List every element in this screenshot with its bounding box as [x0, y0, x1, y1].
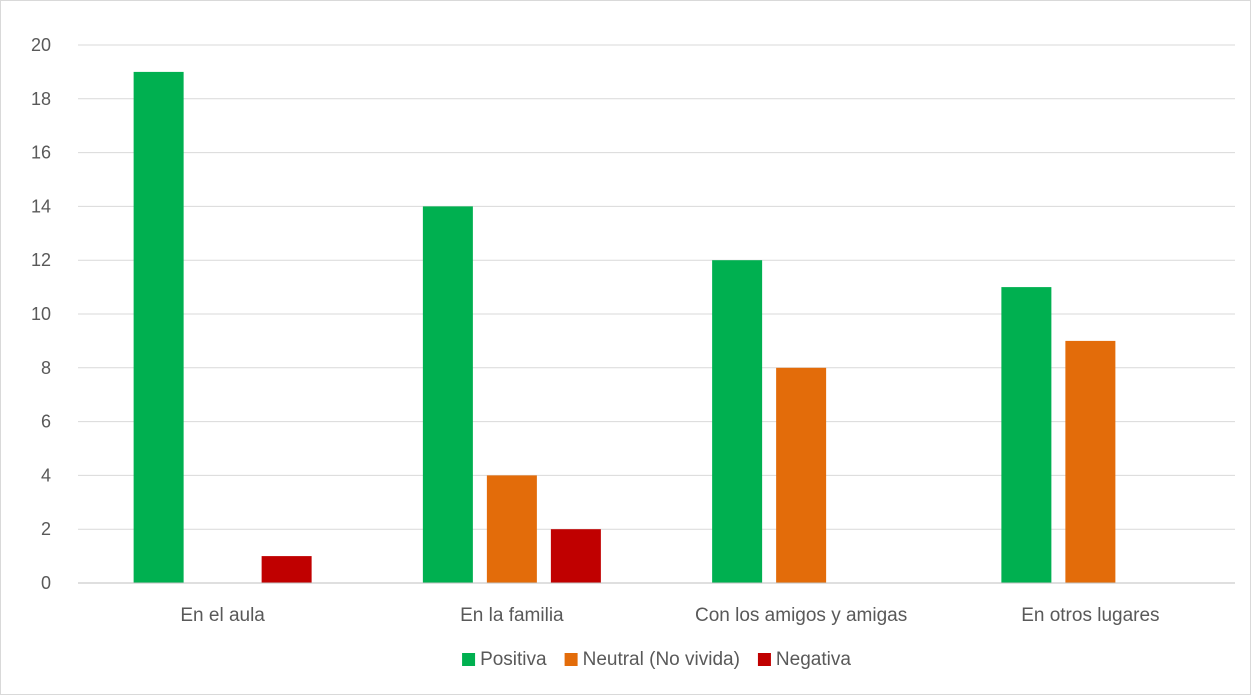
x-category-label: En la familia	[460, 605, 564, 626]
bar-neutral-no-vivida-3	[1065, 340, 1116, 583]
legend-item: Negativa	[757, 649, 851, 670]
y-tick-label: 18	[31, 89, 51, 109]
y-tick-label: 14	[31, 196, 51, 216]
legend-swatch	[462, 653, 476, 666]
bars	[133, 71, 1116, 584]
bar-neutral-no-vivida-2	[776, 367, 827, 583]
legend-label: Neutral (No vivida)	[583, 649, 740, 670]
x-category-label: Con los amigos y amigas	[695, 605, 907, 626]
legend-label: Positiva	[480, 649, 547, 670]
y-tick-label: 12	[31, 250, 51, 270]
bar-positiva-3	[1001, 287, 1052, 583]
x-axis-category-labels: En el aula En la familia Con los amigos y …	[180, 605, 1159, 626]
bar-negativa-1	[550, 529, 601, 583]
y-tick-label: 8	[41, 358, 51, 378]
legend-label: Negativa	[776, 649, 851, 670]
y-tick-label: 2	[41, 519, 51, 539]
legend-item: Neutral (No vivida)	[564, 649, 740, 670]
bar-neutral-no-vivida-1	[486, 475, 537, 583]
y-tick-label: 20	[31, 35, 51, 55]
y-tick-label: 0	[41, 573, 51, 593]
legend: Positiva Neutral (No vivida) Negativa	[462, 649, 851, 670]
x-category-label: En el aula	[180, 605, 265, 626]
bar-negativa-0	[261, 556, 312, 583]
gridlines	[78, 44, 1235, 530]
legend-swatch	[564, 653, 578, 666]
y-axis-tick-labels: 0 2 4 6 8 10 12 14 16 18 20	[31, 35, 51, 593]
y-tick-label: 16	[31, 143, 51, 163]
y-tick-label: 6	[41, 412, 51, 432]
legend-swatch	[757, 653, 771, 666]
bar-positiva-2	[712, 260, 763, 583]
bar-positiva-1	[422, 206, 473, 583]
x-category-label: En otros lugares	[1021, 605, 1159, 626]
bar-positiva-0	[133, 71, 184, 584]
y-tick-label: 4	[41, 465, 51, 485]
y-tick-label: 10	[31, 304, 51, 324]
legend-item: Positiva	[462, 649, 547, 670]
